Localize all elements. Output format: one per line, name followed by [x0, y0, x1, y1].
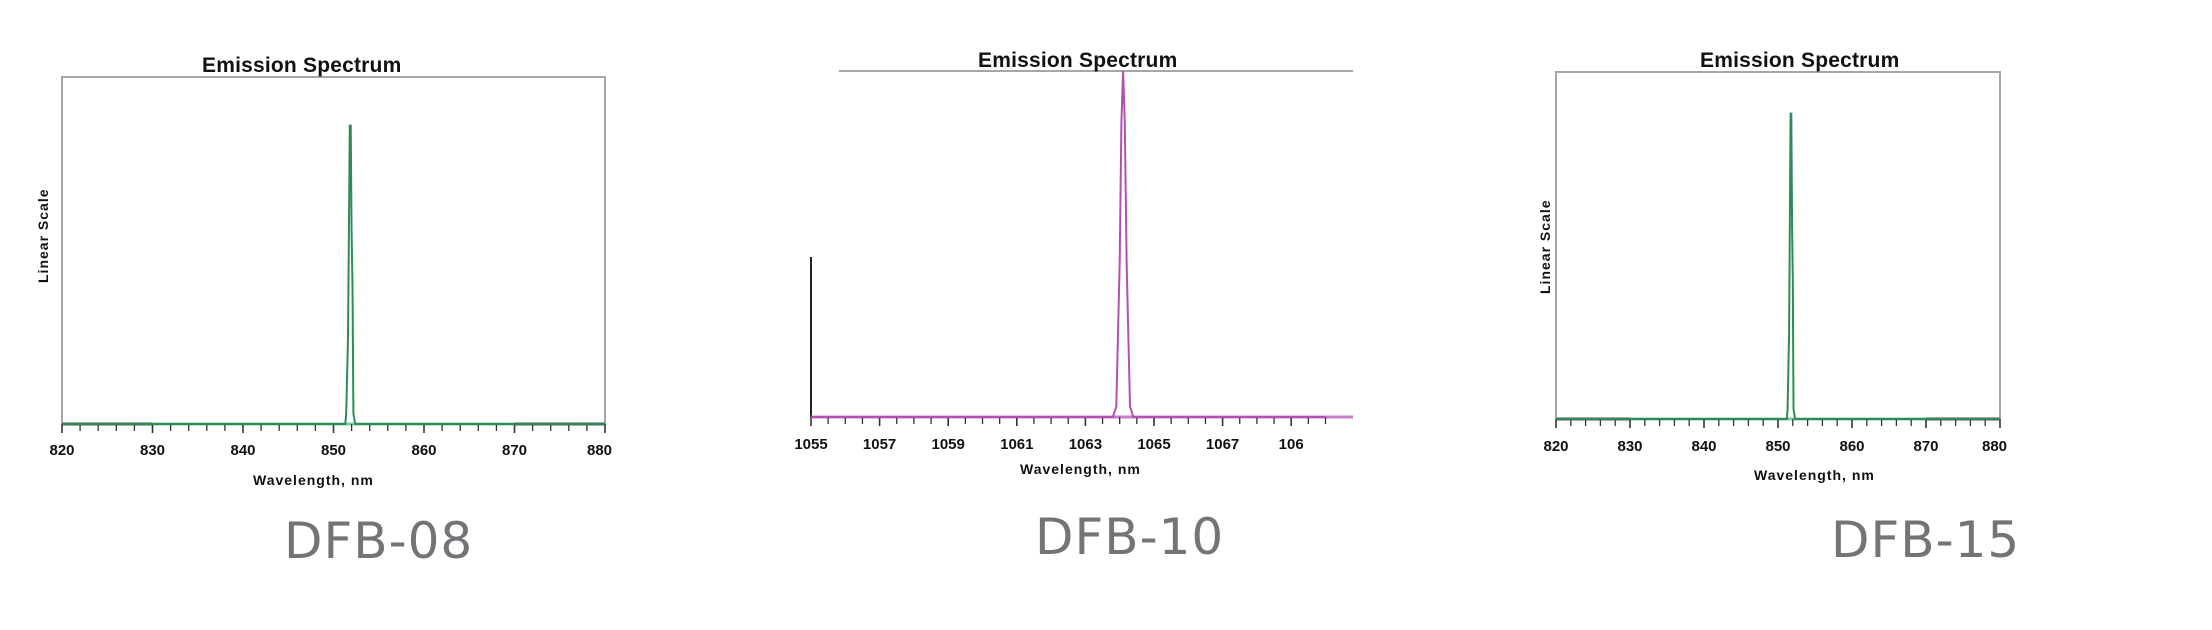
plot-frame	[1555, 71, 2001, 420]
x-tick-label: 840	[1691, 438, 1717, 455]
x-tick-label: 106	[1278, 436, 1304, 453]
x-tick-label: 1067	[1205, 436, 1240, 453]
device-label: DFB-10	[1035, 508, 1225, 566]
chart-title: Emission Spectrum	[978, 49, 1178, 72]
x-tick-label: 860	[1839, 438, 1865, 455]
x-tick-label: 870	[501, 442, 528, 459]
x-axis-label: Wavelength, nm	[253, 472, 374, 488]
chart-panel-dfb-10: Emission Spectrum Wavelength, nm 1055 105…	[794, 49, 1353, 566]
x-tick-label: 1061	[1000, 436, 1034, 453]
x-tick-label: 870	[1913, 438, 1939, 455]
x-tick-label: 830	[1617, 438, 1643, 455]
x-tick-label: 1059	[931, 436, 965, 453]
x-tick-label: 850	[320, 442, 347, 459]
chart-panel-dfb-08: Emission Spectrum Linear Scale Wavelengt…	[0, 0, 700, 630]
emission-spectrum-plot	[810, 70, 1353, 426]
device-label: DFB-15	[1831, 511, 2021, 569]
chart-title: Emission Spectrum	[1700, 49, 1900, 72]
x-tick-label: 820	[49, 442, 75, 459]
chart-title: Emission Spectrum	[202, 54, 402, 77]
x-axis-label: Wavelength, nm	[1020, 461, 1141, 477]
x-tick-label: 850	[1765, 438, 1791, 455]
x-tick-label: 1055	[794, 436, 828, 453]
x-tick-label: 1065	[1137, 436, 1171, 453]
x-tick-label: 1057	[862, 436, 897, 453]
x-tick-label: 820	[1543, 438, 1569, 455]
x-axis-label: Wavelength, nm	[1754, 467, 1875, 483]
y-axis-label: Linear Scale	[1537, 199, 1553, 295]
x-tick-label: 860	[411, 442, 437, 459]
spectrum-trace	[811, 70, 1326, 418]
x-tick-label: 880	[587, 442, 613, 459]
x-tick-label: 840	[230, 442, 256, 459]
x-tick-label: 830	[139, 442, 166, 459]
device-label: DFB-08	[284, 512, 474, 570]
x-tick-label: 1063	[1068, 436, 1103, 453]
emission-spectrum-plot	[61, 76, 606, 433]
spectrum-trace	[62, 124, 605, 425]
spectrum-trace	[1556, 112, 2000, 420]
x-tick-label: 880	[1982, 438, 2008, 455]
